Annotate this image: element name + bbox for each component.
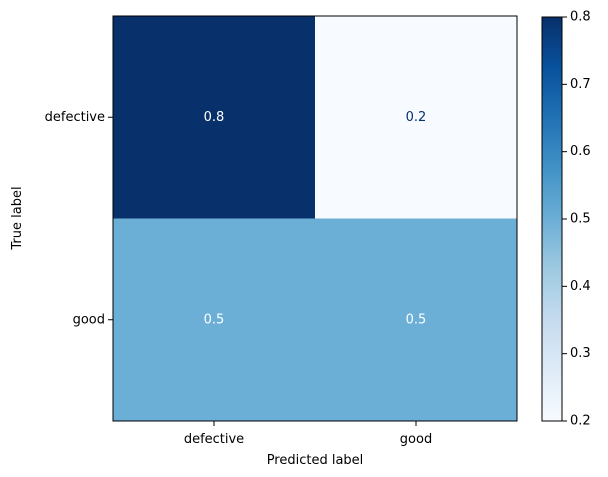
plot-frame (112, 15, 518, 422)
x-tick-label-defective: defective (184, 432, 244, 447)
colorbar-gradient (542, 17, 562, 421)
x-axis: defective good Predicted label (184, 421, 432, 468)
cell-label-defective-defective: 0.8 (204, 110, 225, 125)
colorbar-tick-label: 0.2 (570, 414, 591, 429)
cell-label-defective-good: 0.2 (406, 110, 427, 125)
colorbar-ticks: 0.2 0.3 0.4 0.5 0.6 0.7 0.8 (562, 10, 591, 429)
colorbar-tick-label: 0.4 (570, 279, 591, 294)
heatmap-cells (113, 16, 518, 422)
cell-label-good-good: 0.5 (406, 312, 427, 327)
colorbar-tick-label: 0.3 (570, 346, 591, 361)
x-tick-label-good: good (400, 432, 432, 447)
y-tick-label-good: good (73, 312, 105, 327)
cell-defective-good (315, 16, 518, 219)
colorbar-tick-label: 0.6 (570, 144, 591, 159)
y-axis-label: True label (10, 186, 25, 250)
y-axis: defective good True label (10, 110, 113, 327)
x-axis-label: Predicted label (267, 453, 364, 468)
y-tick-label-defective: defective (45, 110, 105, 125)
cell-defective-defective (113, 16, 316, 219)
cell-good-defective (113, 218, 316, 422)
cell-labels: 0.8 0.2 0.5 0.5 (204, 110, 427, 328)
colorbar: 0.2 0.3 0.4 0.5 0.6 0.7 0.8 (541, 10, 591, 429)
colorbar-tick-label: 0.8 (570, 10, 591, 25)
colorbar-tick-label: 0.7 (570, 77, 591, 92)
colorbar-tick-label: 0.5 (570, 212, 591, 227)
cell-good-good (315, 218, 518, 422)
cell-label-good-defective: 0.5 (204, 312, 225, 327)
